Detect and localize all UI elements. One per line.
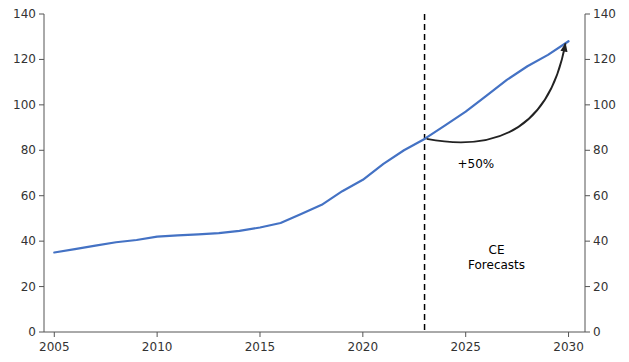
x-tick-label: 2020 <box>348 340 379 354</box>
x-tick-label: 2010 <box>142 340 173 354</box>
y2-tick <box>585 14 590 15</box>
y-tick-label: 20 <box>21 280 36 294</box>
y-tick-label: 40 <box>21 234 36 248</box>
y2-tick <box>585 286 590 287</box>
y-tick <box>39 286 44 287</box>
y2-tick-label: 120 <box>593 52 616 66</box>
y2-tick <box>585 195 590 196</box>
y2-tick-label: 60 <box>593 189 608 203</box>
y-tick-label: 140 <box>13 7 36 21</box>
y-axis <box>44 14 45 332</box>
y2-axis <box>585 14 586 332</box>
x-tick <box>54 332 55 337</box>
y2-tick <box>585 150 590 151</box>
x-axis <box>44 332 585 333</box>
y2-tick-label: 80 <box>593 143 608 157</box>
y2-tick-label: 20 <box>593 280 608 294</box>
annotation: +50% <box>457 157 494 171</box>
reference-line <box>424 14 426 332</box>
x-tick-label: 2015 <box>245 340 276 354</box>
y2-tick-label: 140 <box>593 7 616 21</box>
y2-tick-label: 0 <box>593 325 601 339</box>
x-tick-label: 2030 <box>553 340 584 354</box>
plot-area <box>54 14 568 332</box>
x-tick <box>568 332 569 337</box>
y-tick <box>39 59 44 60</box>
y2-tick-label: 40 <box>593 234 608 248</box>
annotation: CEForecasts <box>468 243 525 272</box>
y2-tick <box>585 59 590 60</box>
y2-tick <box>585 241 590 242</box>
x-tick <box>259 332 260 337</box>
y-tick-label: 60 <box>21 189 36 203</box>
annotation-line: CE <box>489 243 505 257</box>
y-tick-label: 0 <box>28 325 36 339</box>
y-tick-label: 80 <box>21 143 36 157</box>
y2-tick <box>585 332 590 333</box>
x-tick-label: 2005 <box>39 340 70 354</box>
y-tick <box>39 14 44 15</box>
y-tick <box>39 104 44 105</box>
y2-tick <box>585 104 590 105</box>
y2-tick-label: 100 <box>593 98 616 112</box>
x-tick <box>157 332 158 337</box>
y-tick-label: 100 <box>13 98 36 112</box>
y-tick <box>39 195 44 196</box>
y-tick <box>39 332 44 333</box>
line-series <box>54 41 568 252</box>
y-tick-label: 120 <box>13 52 36 66</box>
arrow <box>427 44 566 143</box>
annotation-line: Forecasts <box>468 258 525 272</box>
y-tick <box>39 241 44 242</box>
chart: 2005 2010 2015 2020 2025 2030 0 20 40 60 80 100 120 1… <box>0 0 629 362</box>
x-tick-label: 2025 <box>450 340 481 354</box>
x-tick <box>362 332 363 337</box>
x-tick <box>465 332 466 337</box>
y-tick <box>39 150 44 151</box>
annotation-line: +50% <box>457 157 494 171</box>
